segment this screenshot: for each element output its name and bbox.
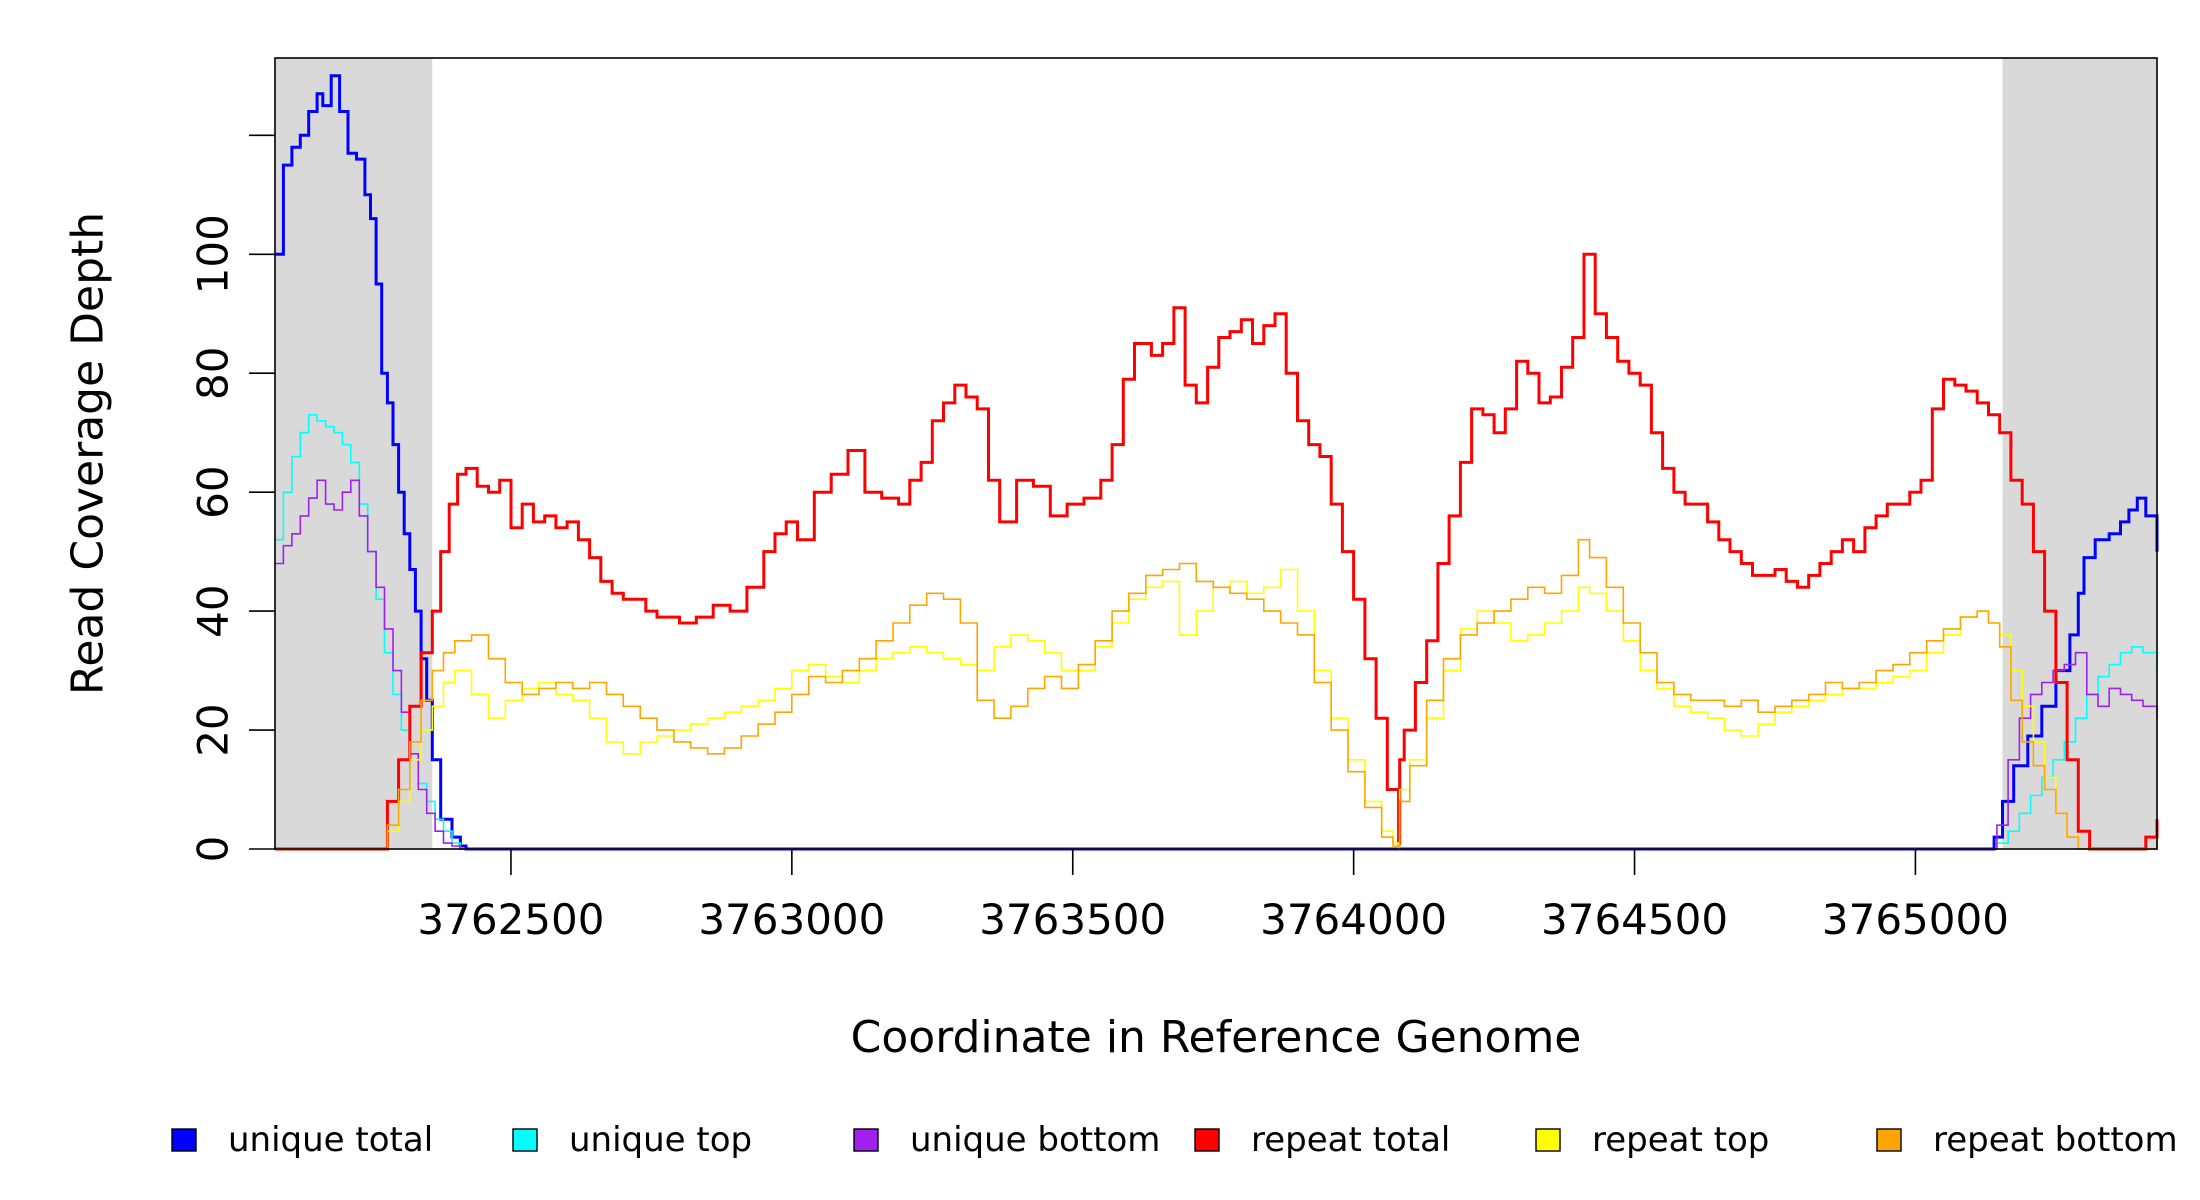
series-line-repeat-total (275, 252, 2159, 851)
legend-swatch-repeat-total (1194, 1128, 1220, 1152)
series-line-repeat-bottom (275, 538, 2158, 850)
legend-swatch-unique-bottom (853, 1128, 879, 1152)
legend-swatch-repeat-bottom (1876, 1128, 1902, 1152)
series-line-unique-total (275, 74, 2159, 851)
legend-label: unique bottom (910, 1120, 1160, 1160)
x-tick-label: 3763500 (979, 895, 1166, 944)
y-tick-label: 0 (189, 836, 238, 863)
x-tick-label: 3763000 (698, 895, 885, 944)
y-tick-label: 20 (189, 703, 238, 756)
y-tick-label: 100 (189, 214, 238, 294)
y-axis-title: Read Coverage Depth (63, 212, 114, 695)
legend-swatch-repeat-top (1535, 1128, 1561, 1152)
shaded-region-2 (2002, 58, 2157, 849)
series-line-repeat-top (275, 568, 2157, 850)
y-tick-label: 40 (189, 584, 238, 637)
legend-label: unique total (228, 1120, 433, 1160)
legend: unique total unique top unique bottom repea… (171, 1120, 2178, 1160)
x-axis: 3762500 3763000 3763500 3764000 3764500 37650… (417, 849, 2009, 944)
x-tick-label: 3764000 (1260, 895, 1447, 944)
x-tick-label: 3765000 (1822, 895, 2009, 944)
legend-label: unique top (569, 1120, 752, 1160)
legend-swatch-unique-top (512, 1128, 538, 1152)
series-lines (275, 74, 2159, 851)
x-tick-label: 3764500 (1541, 895, 1728, 944)
legend-label: repeat top (1592, 1120, 1769, 1160)
legend-label: repeat bottom (1933, 1120, 2178, 1160)
plot-frame (274, 57, 2158, 850)
series-line-unique-top (275, 414, 2158, 850)
x-tick-label: 3762500 (417, 895, 604, 944)
x-axis-title: Coordinate in Reference Genome (851, 1012, 1582, 1063)
y-tick-label: 80 (189, 346, 238, 399)
y-axis: 0 20 40 60 80 100 (189, 134, 275, 863)
y-tick-label: 60 (189, 465, 238, 518)
series-line-unique-bottom (275, 479, 2158, 850)
legend-swatch-unique-total (171, 1128, 197, 1152)
shaded-region-1 (275, 58, 433, 849)
shaded-regions (275, 58, 2157, 849)
legend-label: repeat total (1251, 1120, 1450, 1160)
